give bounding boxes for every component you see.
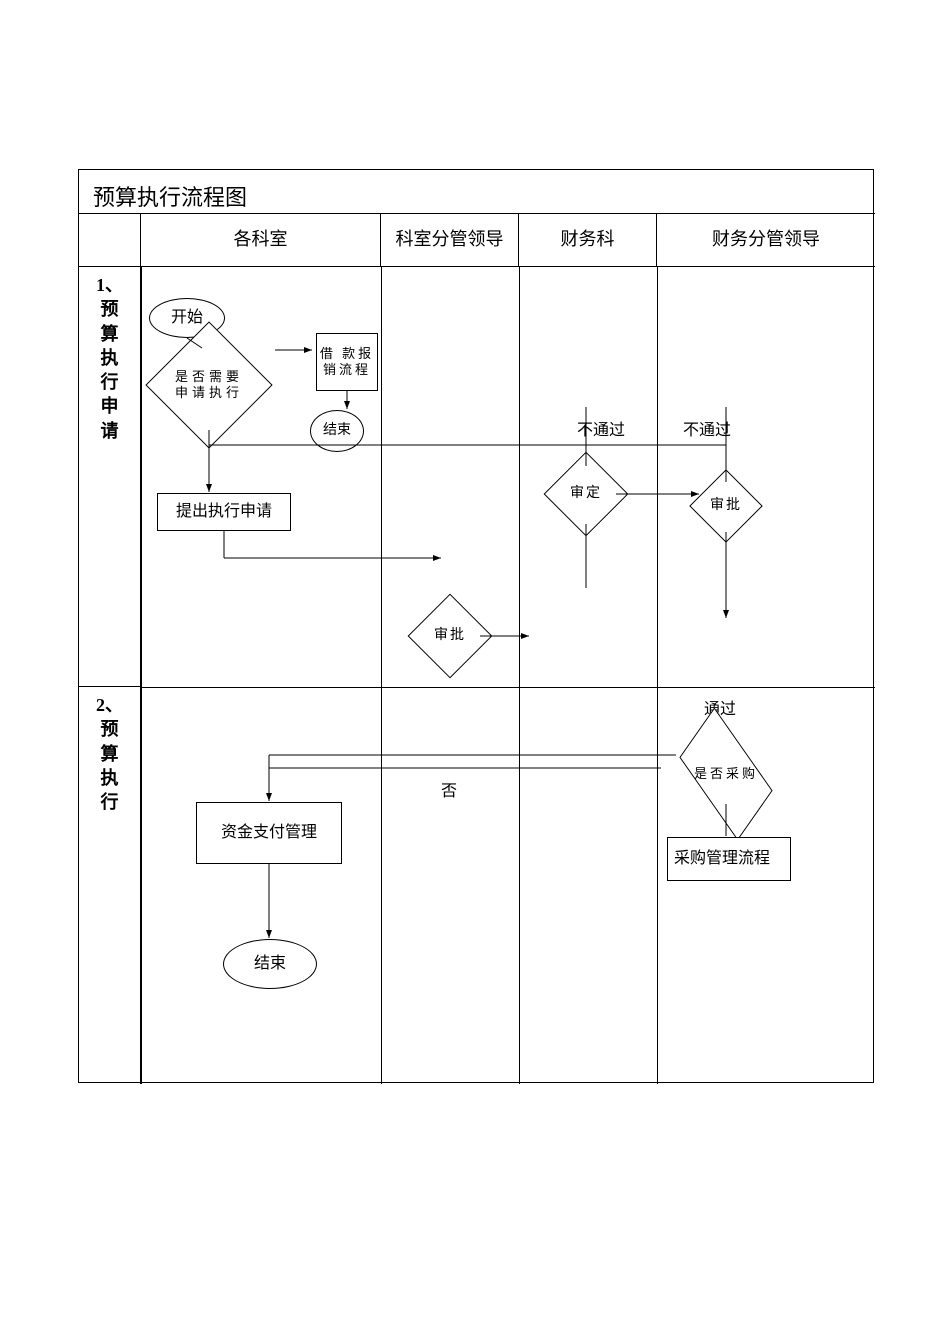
label-no: 否 <box>441 777 457 801</box>
col-divider-2 <box>381 267 382 1084</box>
col-header-1: 各科室 <box>141 214 381 267</box>
col-divider-4 <box>657 267 658 1084</box>
row-label-1: 1、预算执行申请 <box>79 267 141 687</box>
col-divider-1 <box>141 267 142 1084</box>
col-header-0 <box>79 214 141 267</box>
flowchart-container: 预算执行流程图 各科室 科室分管领导 财务科 财务分管领导 1、预算执行申请 2… <box>78 169 874 1083</box>
node-need-apply: 是否需要申请执行 <box>164 340 254 430</box>
node-review-finance: 审定 <box>556 464 616 524</box>
col-header-4: 财务分管领导 <box>657 214 875 267</box>
node-end-1: 结束 <box>310 410 364 452</box>
node-submit-apply: 提出执行申请 <box>157 493 291 531</box>
label-fail-2: 不通过 <box>683 416 731 440</box>
node-payment-mgmt: 资金支付管理 <box>196 802 342 864</box>
node-loan-process: 借 款报 销流程 <box>316 333 378 391</box>
label-fail-1: 不通过 <box>577 416 625 440</box>
node-purchase-process: 采购管理流程 <box>667 837 791 881</box>
node-approve-dept: 审批 <box>420 606 480 666</box>
col-header-2: 科室分管领导 <box>381 214 519 267</box>
node-end-2: 结束 <box>223 939 317 989</box>
row-divider <box>141 687 875 688</box>
flowchart-title: 预算执行流程图 <box>79 170 875 214</box>
row-label-2: 2、预算执行 <box>79 687 141 1084</box>
node-approve-leader: 审批 <box>700 480 752 532</box>
node-is-purchase: 是否采购 <box>676 744 776 804</box>
col-divider-3 <box>519 267 520 1084</box>
col-header-3: 财务科 <box>519 214 657 267</box>
